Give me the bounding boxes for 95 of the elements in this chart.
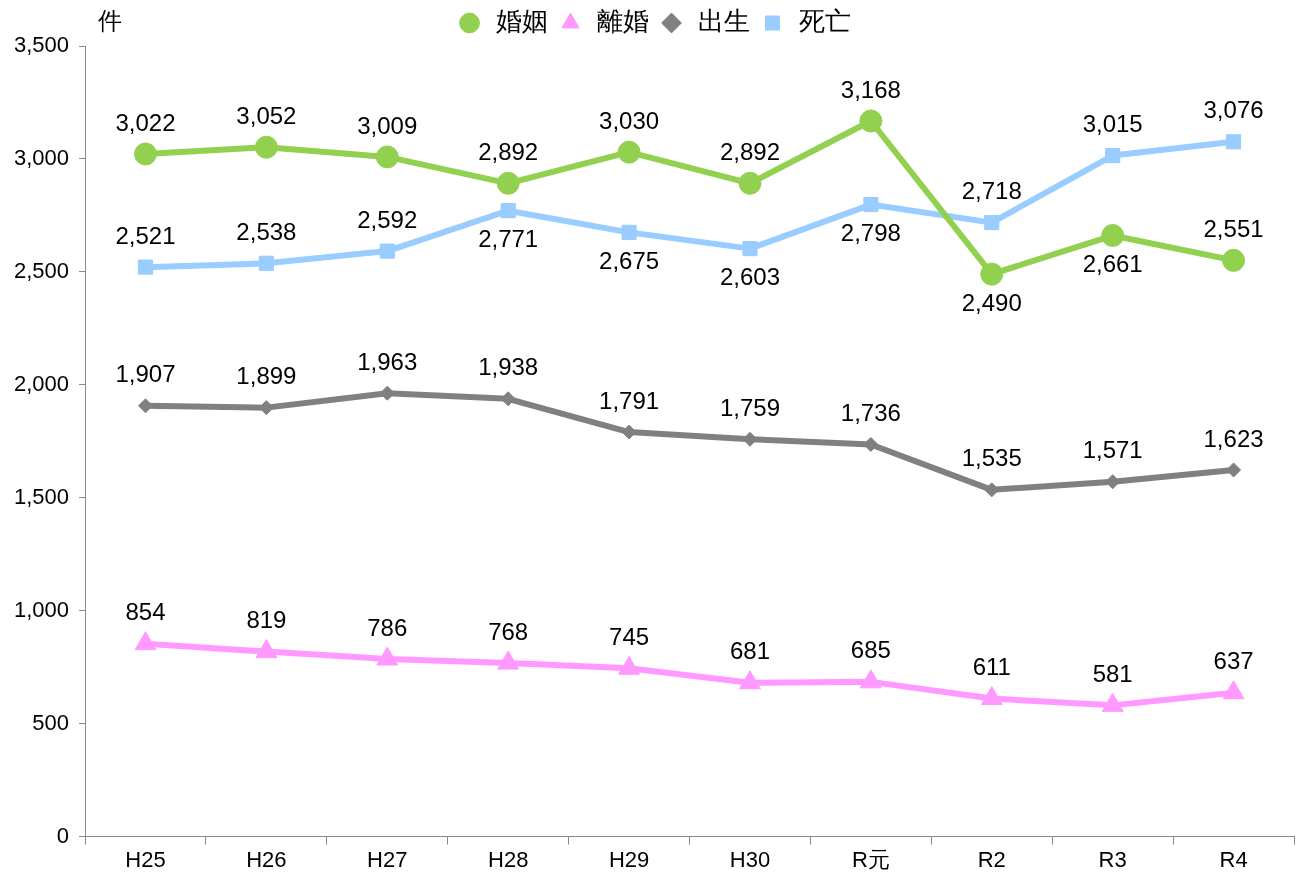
- point: [258, 255, 274, 271]
- data-label: 2,538: [236, 217, 297, 245]
- point: [1222, 248, 1246, 272]
- point: [379, 243, 395, 259]
- data-label: 2,675: [599, 246, 660, 274]
- data-label: 3,076: [1203, 96, 1264, 124]
- data-label: 1,623: [1203, 424, 1264, 452]
- data-label: 1,938: [478, 353, 539, 381]
- data-label: 637: [1213, 647, 1254, 675]
- data-label: 1,535: [961, 444, 1022, 472]
- point: [376, 646, 399, 666]
- data-label: 2,771: [478, 225, 539, 253]
- data-label: 786: [367, 613, 408, 641]
- point: [137, 259, 154, 275]
- x-tick-label: H29: [608, 846, 650, 872]
- y-tick-label: 500: [32, 709, 70, 735]
- y-tick-label: 0: [56, 822, 70, 848]
- point: [255, 639, 278, 659]
- point: [497, 650, 520, 670]
- x-tick-label: H25: [125, 846, 166, 872]
- point: [254, 135, 278, 159]
- point: [984, 215, 1000, 231]
- data-label: 1,571: [1082, 436, 1143, 464]
- data-label: 2,718: [961, 177, 1022, 205]
- data-label: 2,490: [961, 288, 1022, 316]
- data-label: 768: [488, 617, 529, 645]
- data-label: 2,661: [1082, 250, 1143, 278]
- point: [859, 669, 882, 689]
- y-tick-label: 3,500: [13, 32, 70, 58]
- data-label: 3,015: [1082, 110, 1143, 138]
- y-axis-title: 件: [98, 6, 123, 34]
- point: [496, 171, 520, 195]
- point: [1105, 147, 1121, 164]
- point: [1222, 680, 1245, 700]
- legend-label: 離婚: [596, 6, 649, 37]
- legend-label: 婚姻: [495, 6, 548, 37]
- data-label: 581: [1092, 659, 1133, 687]
- y-tick-label: 1,000: [13, 596, 70, 622]
- data-label: 1,791: [599, 386, 660, 414]
- data-label: 1,759: [719, 393, 781, 421]
- point: [739, 670, 761, 690]
- point: [618, 655, 640, 675]
- point: [1101, 692, 1124, 712]
- point: [1225, 134, 1242, 150]
- x-tick-label: H26: [246, 846, 287, 872]
- data-label: 1,963: [357, 347, 418, 375]
- point: [742, 241, 758, 257]
- x-tick-label: R元: [851, 846, 890, 872]
- data-label: 819: [246, 606, 287, 634]
- data-label: 745: [609, 622, 650, 650]
- point: [617, 140, 641, 164]
- data-label: 1,907: [115, 360, 176, 388]
- data-label: 3,022: [115, 108, 176, 136]
- data-label: 681: [729, 637, 770, 665]
- data-label: 1,736: [840, 399, 901, 427]
- point: [500, 203, 516, 219]
- data-label: 3,168: [840, 75, 901, 103]
- x-tick-label: H28: [488, 846, 529, 872]
- y-tick-label: 2,000: [13, 370, 70, 396]
- data-label: 2,798: [840, 219, 901, 247]
- data-label: 685: [850, 636, 891, 664]
- data-label: 611: [972, 653, 1011, 681]
- data-label: 2,892: [478, 137, 539, 165]
- point: [980, 262, 1004, 286]
- data-label: 1,899: [236, 362, 297, 390]
- point: [738, 171, 762, 195]
- data-label: 3,009: [357, 111, 418, 139]
- data-label: 3,030: [599, 106, 660, 134]
- data-label: 2,892: [719, 137, 781, 165]
- data-label: 2,551: [1203, 214, 1264, 242]
- data-label: 2,521: [115, 221, 176, 249]
- point: [138, 398, 153, 414]
- legend-label: 死亡: [798, 6, 851, 37]
- point: [980, 686, 1003, 706]
- x-tick-label: R2: [977, 846, 1006, 872]
- point: [1226, 462, 1242, 478]
- x-tick-label: R4: [1219, 846, 1248, 872]
- y-tick-label: 1,500: [13, 483, 70, 509]
- point: [375, 145, 399, 169]
- x-tick-label: R3: [1098, 846, 1127, 872]
- point: [1101, 224, 1125, 248]
- point: [134, 631, 157, 651]
- x-tick-label: H30: [729, 846, 771, 872]
- point: [134, 142, 157, 166]
- data-label: 2,592: [357, 205, 418, 233]
- point: [859, 109, 883, 133]
- y-tick-label: 3,000: [13, 145, 70, 171]
- x-tick-label: H27: [367, 846, 408, 872]
- point: [863, 197, 879, 213]
- data-label: 3,052: [236, 101, 297, 129]
- data-label: 854: [125, 598, 166, 626]
- data-label: 2,603: [719, 263, 781, 291]
- y-tick-label: 2,500: [13, 257, 70, 283]
- legend-label: 出生: [697, 6, 750, 37]
- point: [621, 224, 637, 240]
